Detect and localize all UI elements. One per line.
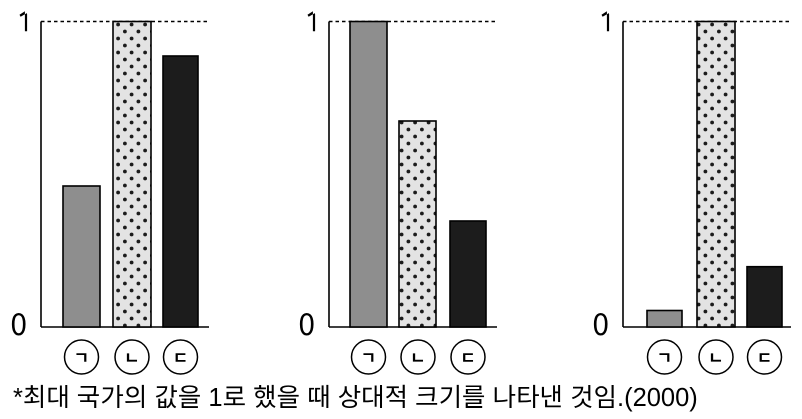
svg-text:ㄱ: ㄱ — [361, 349, 377, 368]
svg-text:0: 0 — [298, 300, 315, 344]
svg-text:0: 0 — [592, 300, 609, 344]
svg-text:ㄱ: ㄱ — [74, 349, 90, 368]
svg-text:ㄴ: ㄴ — [124, 349, 140, 368]
svg-text:ㄷ: ㄷ — [757, 349, 773, 368]
svg-text:ㄷ: ㄷ — [173, 349, 189, 368]
svg-text:ㄷ: ㄷ — [460, 349, 476, 368]
svg-text:ㄴ: ㄴ — [708, 349, 724, 368]
svg-text:0: 0 — [10, 300, 27, 344]
svg-text:*최대 국가의 값을 1로 했을 때 상대적 크기를 나타낸: *최대 국가의 값을 1로 했을 때 상대적 크기를 나타낸 것임.(2000) — [13, 384, 698, 412]
svg-text:ㄱ: ㄱ — [657, 349, 673, 368]
svg-text:ㄴ: ㄴ — [410, 349, 426, 368]
